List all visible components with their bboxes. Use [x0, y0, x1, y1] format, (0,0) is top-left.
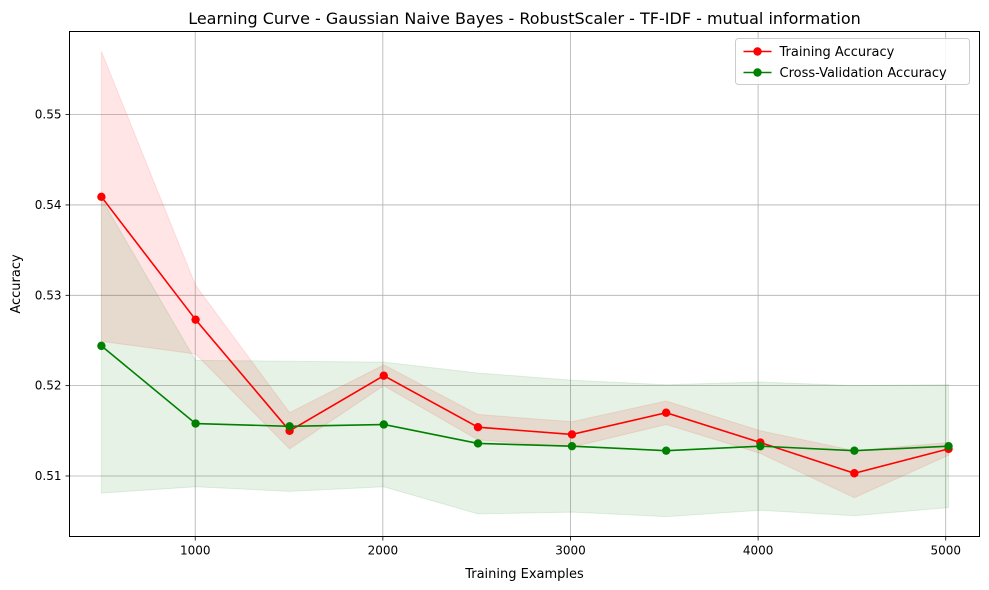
legend: Training Accuracy Cross-Validation Accura… [735, 38, 970, 85]
y-tick-label: 0.55 [35, 108, 62, 122]
legend-label: Cross-Validation Accuracy [780, 66, 948, 81]
grid-lines [69, 31, 980, 537]
x-tick-label: 3000 [555, 544, 586, 558]
x-tick-label: 2000 [368, 544, 399, 558]
point-series-1 [850, 469, 859, 478]
point-series-2 [285, 422, 294, 431]
point-series-2 [756, 441, 765, 451]
point-series-2 [567, 441, 577, 451]
point-series-2 [97, 341, 106, 351]
legend-label: Training Accuracy [779, 45, 895, 60]
y-tick-label: 0.53 [35, 288, 62, 302]
legend-marker [753, 68, 762, 77]
confidence-bands [100, 51, 950, 518]
y-tick-label: 0.54 [35, 198, 62, 212]
point-series-2 [191, 419, 200, 428]
point-series-1 [473, 422, 483, 432]
line-series-2 [100, 345, 949, 452]
x-axis-label: Training Examples [464, 567, 584, 582]
y-tick-label: 0.51 [35, 469, 62, 483]
point-series-1 [97, 192, 106, 202]
point-series-1 [191, 315, 200, 324]
band-series-2 [100, 196, 950, 518]
point-series-2 [379, 420, 388, 429]
y-axis-label: Accuracy [9, 254, 24, 314]
x-tick-label: 5000 [930, 544, 961, 558]
point-series-1 [567, 430, 577, 439]
chart-title: Learning Curve - Gaussian Naive Bayes - … [188, 9, 861, 28]
y-axis-ticks: 0.51 0.52 0.53 0.54 0.55 [35, 108, 70, 483]
x-tick-label: 4000 [743, 544, 774, 558]
plot-area [69, 31, 980, 537]
point-series-2 [944, 441, 953, 451]
legend-box [735, 38, 970, 85]
band-series-1 [100, 51, 950, 499]
y-tick-label: 0.52 [35, 379, 62, 393]
plot-frame [69, 31, 980, 537]
legend-marker [753, 47, 762, 56]
series-markers [97, 192, 953, 478]
x-tick-label: 1000 [180, 544, 211, 558]
point-series-2 [473, 439, 483, 448]
series-lines [100, 196, 949, 475]
point-series-2 [850, 446, 859, 455]
point-series-1 [379, 371, 388, 380]
x-axis-ticks: 1000 2000 3000 4000 5000 [180, 536, 961, 558]
point-series-2 [661, 446, 671, 455]
point-series-1 [661, 408, 671, 417]
line-series-1 [100, 196, 949, 475]
